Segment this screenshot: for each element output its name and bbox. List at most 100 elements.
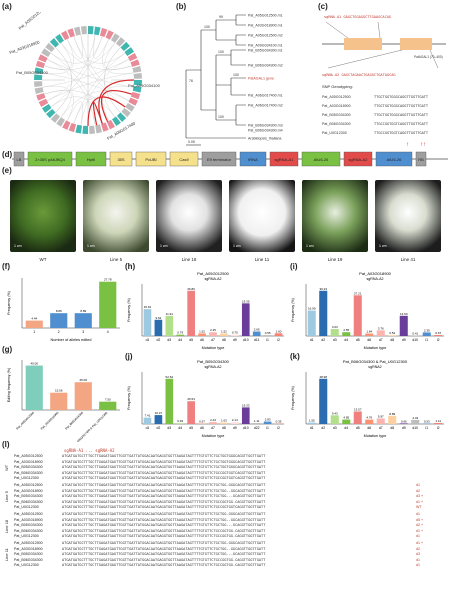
alignment-row-name: Pat_B05G034300 xyxy=(14,523,43,528)
bar xyxy=(388,335,397,336)
bar xyxy=(220,333,228,336)
alignment-row-tag: d1 + xyxy=(416,499,424,504)
bar xyxy=(176,423,185,424)
circos-segment xyxy=(46,108,56,119)
alignment-row: Pat_B06G034300 ATGATGATGCTTTGCTTGAGATGAGT… xyxy=(14,529,423,535)
bar xyxy=(399,423,408,424)
x-tick-label: 4 xyxy=(107,330,109,334)
alignment-row-name: Pat_A05G012500 xyxy=(14,454,43,458)
bar-value-label: 30.23 xyxy=(319,287,327,291)
bar-value-label: 9.43 xyxy=(332,411,338,415)
bar xyxy=(376,330,385,336)
x-tick-label: d8 xyxy=(390,426,394,430)
circos-link-gray xyxy=(55,47,72,113)
alignment-row-seq: ATGATGATGCTTTGCTTGAGATGAGTTGGTTGATTATGGA… xyxy=(62,482,266,487)
bar-value-label: 0.79 xyxy=(177,331,183,335)
x-tick-label: i2 xyxy=(437,426,440,430)
alignment-row-name: Pat_B05G034300 xyxy=(14,494,43,499)
alignment-row-tag: d1 xyxy=(416,511,420,516)
alignment-row: Pat_A05G012500 ATGATGATGCTTTGCTTGAGATGAGT… xyxy=(14,483,423,489)
circos-label-left-2: Pat_A03G018900 xyxy=(9,39,41,55)
circos-link-gray xyxy=(46,34,96,102)
construct-segment xyxy=(269,151,299,167)
alignment-row: Pat_A03G018900 ATGATGATGCTTTGCTTGAGATGAGT… xyxy=(14,489,423,495)
panel-label-h: (h) xyxy=(125,262,136,271)
chart-subtitle: sgRNA-A2 xyxy=(367,277,384,281)
circos-segment xyxy=(67,28,75,38)
circos-segment xyxy=(105,30,114,40)
bar-value-label: 7.41 xyxy=(145,414,151,418)
bar-value-label: 0.41 xyxy=(412,331,418,335)
alignment-row-seq: ATGATGATGCTTTGCTTGAGATGAGTTGGTTGATTATGGA… xyxy=(62,517,266,522)
construct-map: LB 2×35S pAtUBQ4 HptII 35S PcUBI Cas9 E9 termi… xyxy=(12,151,448,167)
tree-leaf-labels: Pat_A05G012500.m1 Pat_A03G018900.m1 Pat_A0… xyxy=(248,14,283,141)
alignment-row: Pat_A05G012500 ATGATGATGCTTTGCTTGAGATGAGT… xyxy=(14,512,423,518)
x-tick-label: d9 xyxy=(233,338,237,342)
photo-line11 xyxy=(229,180,295,252)
circos-link-gray xyxy=(66,101,83,126)
circos-segment xyxy=(34,87,44,94)
construct-label: PcUBI xyxy=(145,157,156,162)
x-tick-label: d4 xyxy=(178,338,182,342)
circos-label-left-1: Pat_A05G012500 xyxy=(17,12,45,31)
circos-link-red xyxy=(100,90,132,122)
circos-segment xyxy=(133,72,142,79)
bar xyxy=(165,315,174,336)
circos-segment xyxy=(45,42,55,52)
construct-label: sgRNA-A1 xyxy=(275,157,295,162)
circos-link-red xyxy=(92,101,103,126)
chart-title: Pat_B05G034300 xyxy=(197,359,230,364)
bar-value-label: 26.54 xyxy=(187,397,195,401)
alignment-group: WT Pat_A05G012500 ATGATGATGCTTTGCTTGAGATGA… xyxy=(4,454,448,482)
x-tick-label: Pat_A05G012500 xyxy=(15,411,35,431)
phylo-tree: Pat_A05G012500.m1 Pat_A03G018900.m1 Pat_A0… xyxy=(185,14,283,146)
circos-segment xyxy=(132,66,142,73)
bar-value-label: 4.43 xyxy=(412,416,418,420)
construct-label: 35S xyxy=(117,157,124,162)
construct-label: Cas9 xyxy=(179,157,189,162)
bar xyxy=(231,422,239,424)
bar-value-label: 2.39 xyxy=(424,328,430,332)
alignment-group-label: Line 11 xyxy=(4,548,9,562)
alignment-row-name: Pat_B05G034300 xyxy=(14,465,43,470)
scale-bar-3: 1 cm xyxy=(160,244,168,248)
x-tick-label: d5 xyxy=(189,338,193,342)
x-tick-label: d10 xyxy=(412,426,418,430)
x-tick-label: d22 xyxy=(254,426,260,430)
bar-value-label: 1.60 xyxy=(276,329,282,333)
photo-wt xyxy=(10,180,76,252)
bar xyxy=(353,295,362,336)
snp-arrow-2: ↑↑ xyxy=(420,142,426,148)
bar-value-label: 48.98 xyxy=(319,375,327,379)
chart-subtitle: sgRNA2 xyxy=(368,365,381,369)
x-tick-label: d9 xyxy=(402,426,406,430)
chart-subtitle: sgRNA-A2 xyxy=(205,365,222,369)
y-axis-label: Frequency (%) xyxy=(291,298,295,322)
alignment-row: Pat_B05G034300 ATGATGATGCTTTGCTTGAGATGAGT… xyxy=(14,552,423,558)
circos-segment xyxy=(49,38,60,48)
circos-link-gray xyxy=(80,34,130,102)
alignment-row-seq: ATGATGATGCTTTGCTTGAGATGAGTTGGTTGATTATGGA… xyxy=(62,540,266,545)
y-axis-label: Frequency (%) xyxy=(7,291,11,315)
bar xyxy=(231,334,239,336)
sgrna-a2-text: sgRNA-A2 GAGCTAGAACTGAGGCTGATAGCAG xyxy=(322,73,396,77)
bar-value-label: 19.35 xyxy=(242,299,250,303)
circos-segment xyxy=(120,41,130,52)
construct-segment xyxy=(135,151,167,167)
bar-value-label: 1.52 xyxy=(221,329,227,333)
bar-value-label: 1.55 xyxy=(309,419,315,423)
bar xyxy=(99,401,117,410)
circos-segment xyxy=(55,33,64,44)
snp-title: SNP Genotyping: xyxy=(322,84,353,89)
circos-segment xyxy=(50,113,60,123)
panel-label-e: (e) xyxy=(2,166,12,175)
photo-line5 xyxy=(83,180,149,252)
bar xyxy=(263,421,272,424)
bar-value-label: 52.64 xyxy=(166,375,174,379)
circos-segment xyxy=(116,112,127,122)
construct-label: HptII xyxy=(87,157,95,162)
y-axis-label: Frequency (%) xyxy=(127,386,131,410)
construct-label: LB xyxy=(17,157,22,162)
snp-row-name: Pat_B05G034300 xyxy=(322,113,351,117)
